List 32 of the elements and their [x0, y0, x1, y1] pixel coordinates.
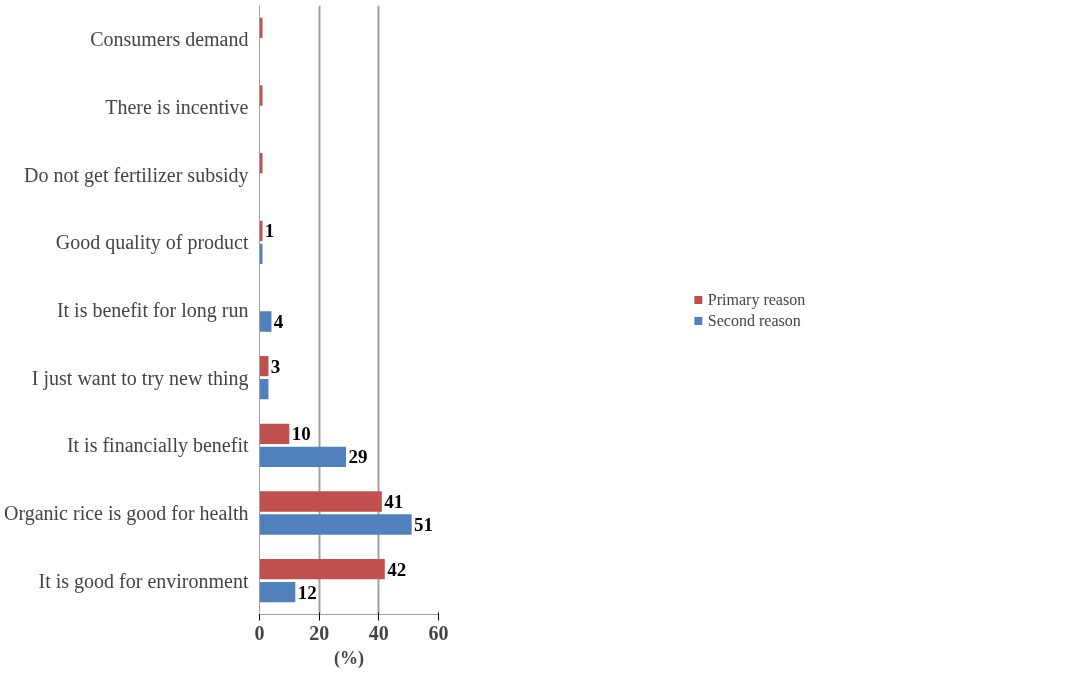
- data-label: 51: [414, 514, 434, 535]
- y-tick-label: It is financially benefit: [66, 434, 249, 458]
- y-tick-label: It is benefit for long run: [56, 299, 249, 322]
- x-tick-label: 20: [309, 621, 330, 644]
- data-label: 10: [291, 423, 311, 445]
- y-tick-label: There is incentive: [105, 96, 249, 118]
- data-label: 12: [297, 581, 317, 603]
- bar: [259, 582, 296, 603]
- x-tick-label: 40: [368, 621, 389, 644]
- y-tick-label: Organic rice is good for health: [3, 502, 249, 525]
- x-axis-title: (%): [334, 647, 365, 669]
- bar: [259, 559, 385, 580]
- data-label: 42: [387, 558, 407, 580]
- legend-label: Second reason: [707, 311, 801, 329]
- data-label: 29: [348, 446, 368, 468]
- data-label: 3: [270, 355, 281, 377]
- bar: [259, 311, 272, 332]
- bar: [259, 423, 290, 444]
- y-tick-label: I just want to try new thing: [31, 366, 249, 390]
- x-tick-label: 0: [254, 621, 265, 644]
- bar: [259, 446, 347, 467]
- y-tick-label: Consumers demand: [90, 28, 249, 51]
- data-label: 1: [264, 220, 275, 242]
- data-label: 41: [384, 491, 404, 512]
- y-tick-label: It is good for environment: [38, 569, 249, 593]
- bar: [259, 491, 382, 512]
- y-tick-label: Do not get fertilizer subsidy: [24, 163, 249, 187]
- bar: [259, 514, 412, 535]
- data-label: 4: [273, 311, 284, 332]
- y-tick-label: Good quality of product: [55, 231, 249, 255]
- legend-label: Primary reason: [707, 290, 806, 308]
- x-tick-label: 60: [428, 621, 449, 644]
